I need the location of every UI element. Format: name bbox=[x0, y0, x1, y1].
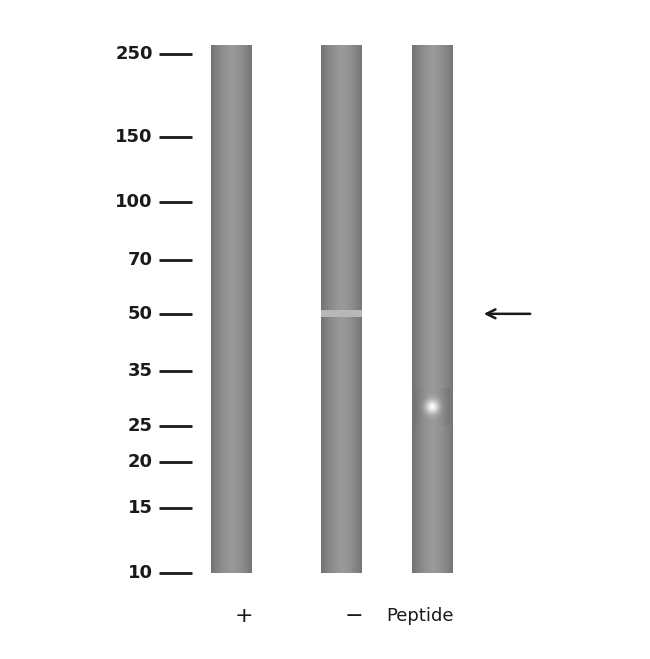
Text: 50: 50 bbox=[128, 305, 153, 323]
Text: −: − bbox=[345, 606, 363, 626]
Text: 150: 150 bbox=[115, 128, 153, 146]
Text: 70: 70 bbox=[128, 250, 153, 269]
Text: 10: 10 bbox=[128, 564, 153, 583]
Text: 20: 20 bbox=[128, 453, 153, 471]
Text: 250: 250 bbox=[115, 45, 153, 63]
Text: 25: 25 bbox=[128, 416, 153, 434]
Text: 100: 100 bbox=[115, 193, 153, 211]
Text: +: + bbox=[235, 606, 253, 626]
Text: 15: 15 bbox=[128, 499, 153, 517]
Text: 35: 35 bbox=[128, 362, 153, 380]
Text: Peptide: Peptide bbox=[387, 607, 454, 625]
